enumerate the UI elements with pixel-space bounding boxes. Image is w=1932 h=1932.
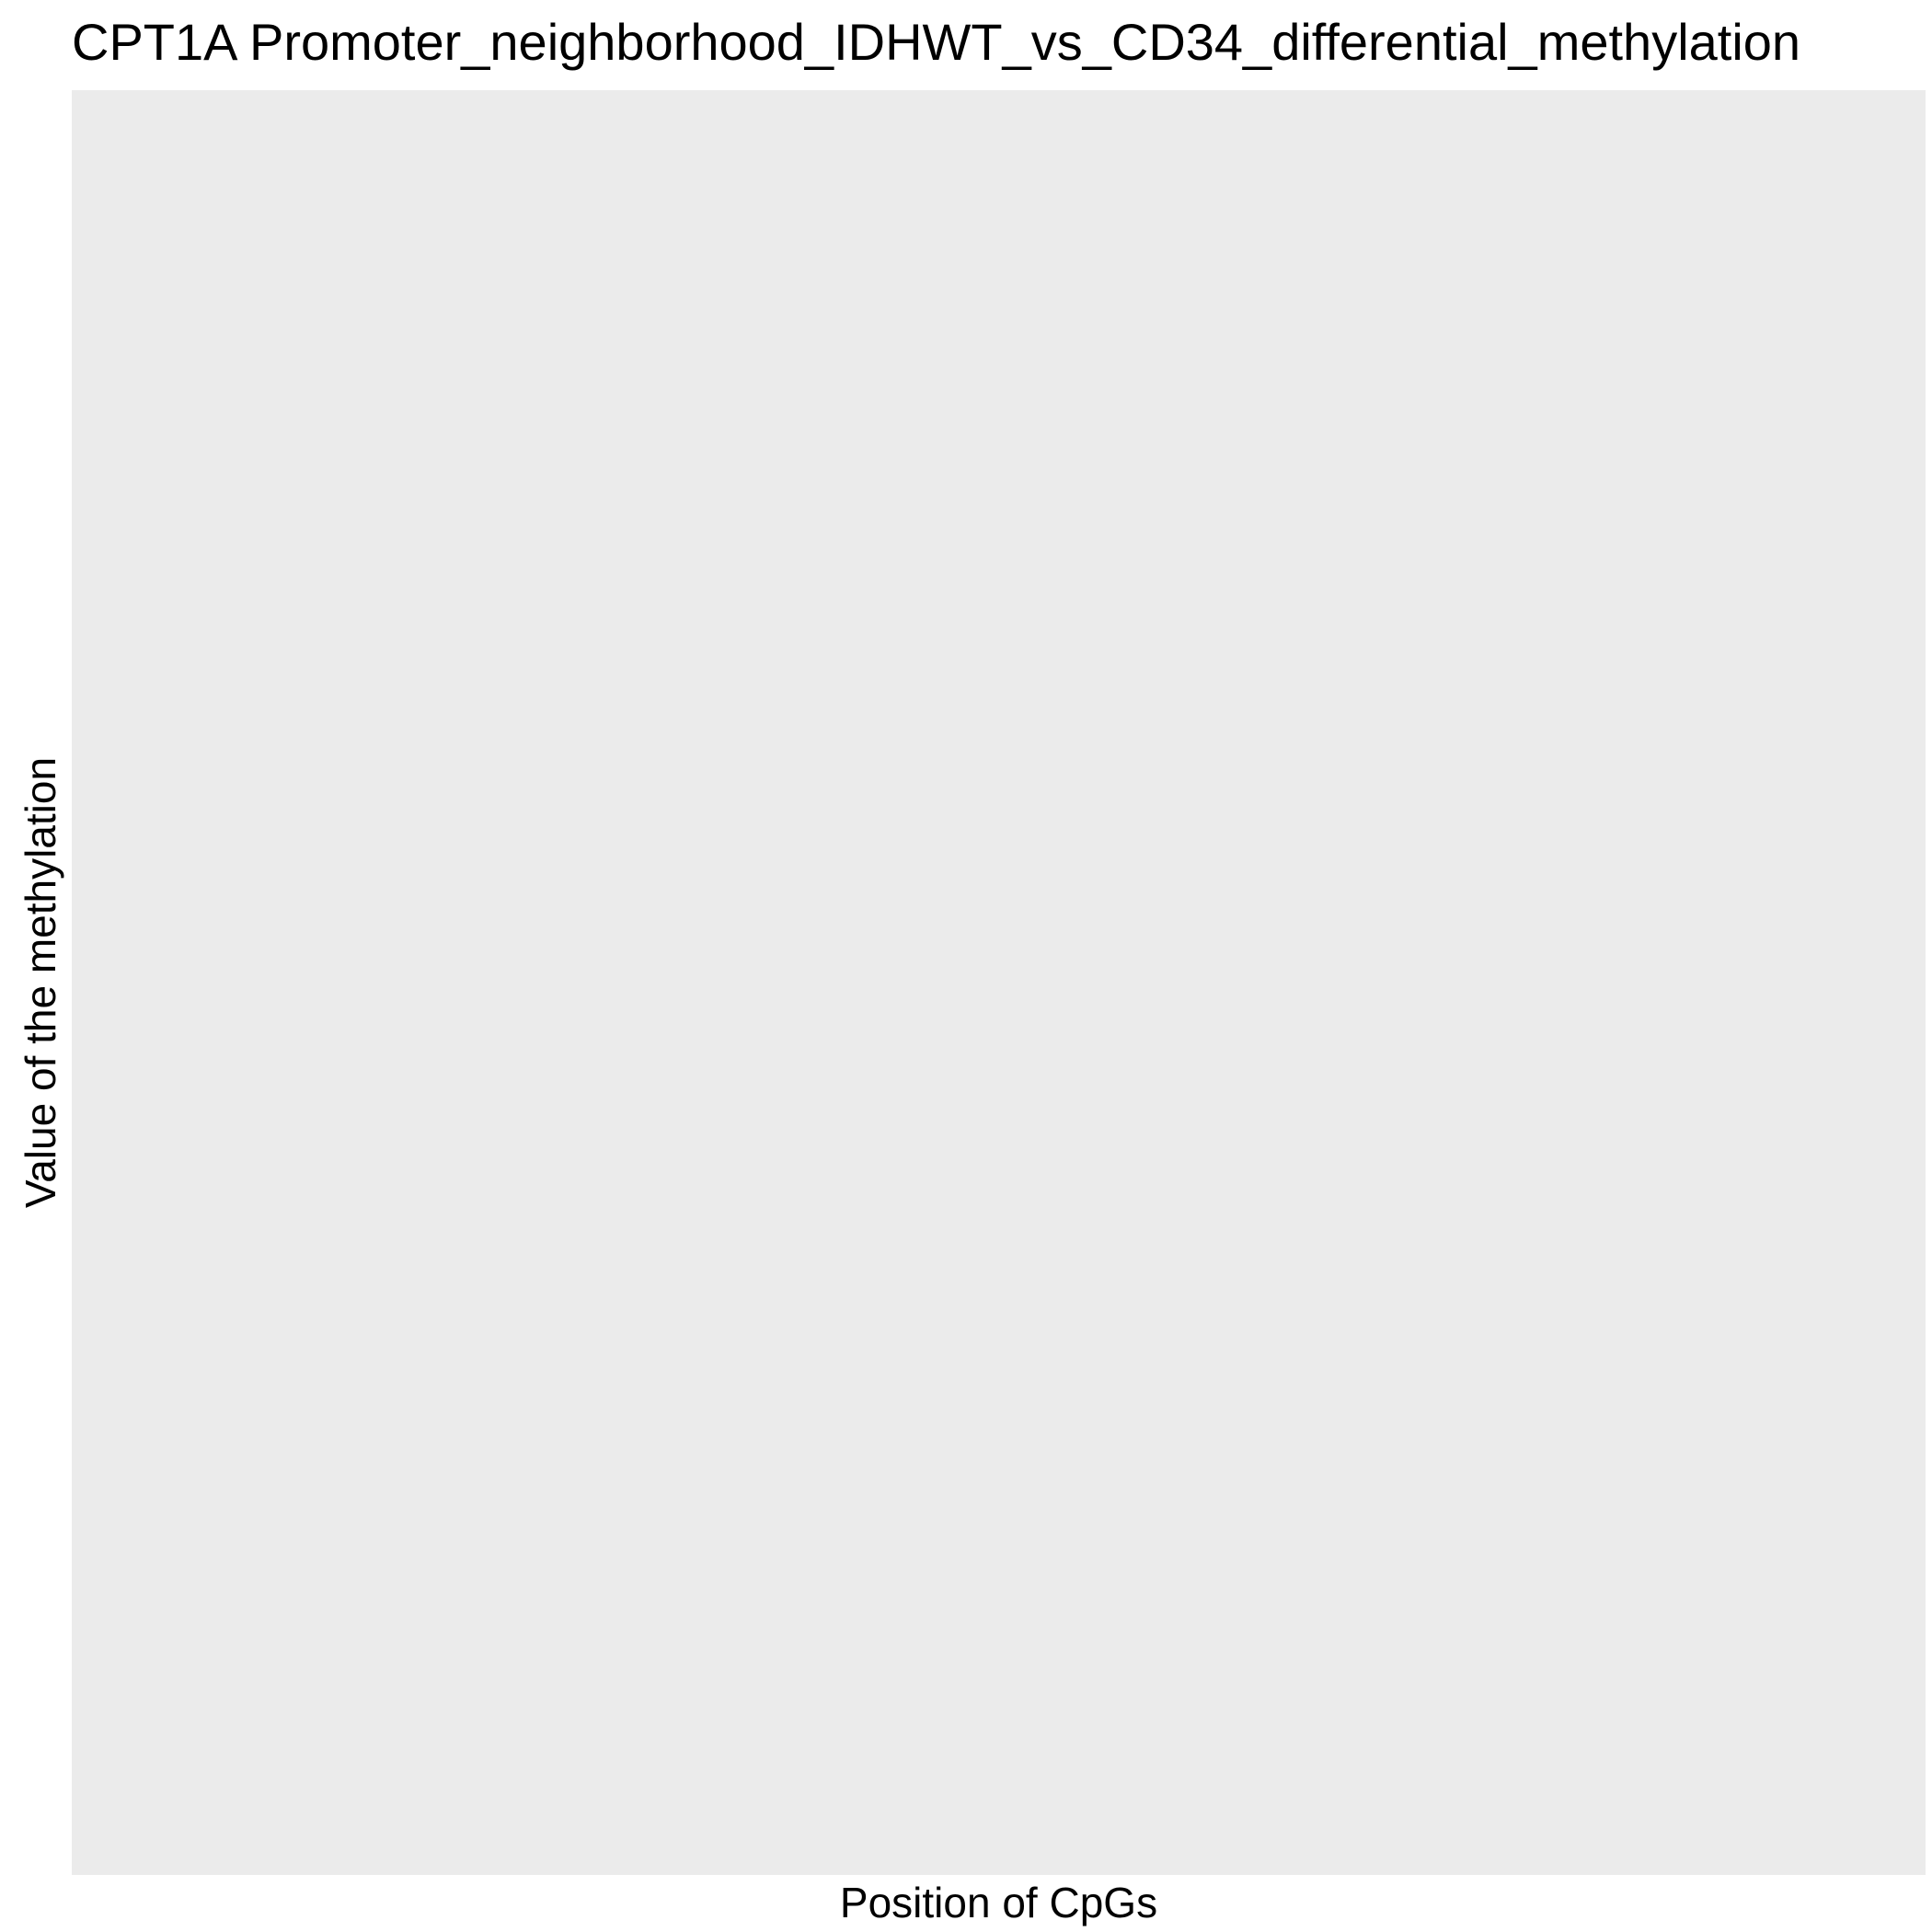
plot-panel [72,90,1926,1875]
chart-title: CPT1A Promoter_neighborhood_IDHWT_vs_CD3… [72,13,1801,71]
x-axis-label: Position of CpGs [839,1879,1158,1926]
y-axis-label: Value of the methylation [17,756,64,1209]
plot-area [72,90,1926,1875]
